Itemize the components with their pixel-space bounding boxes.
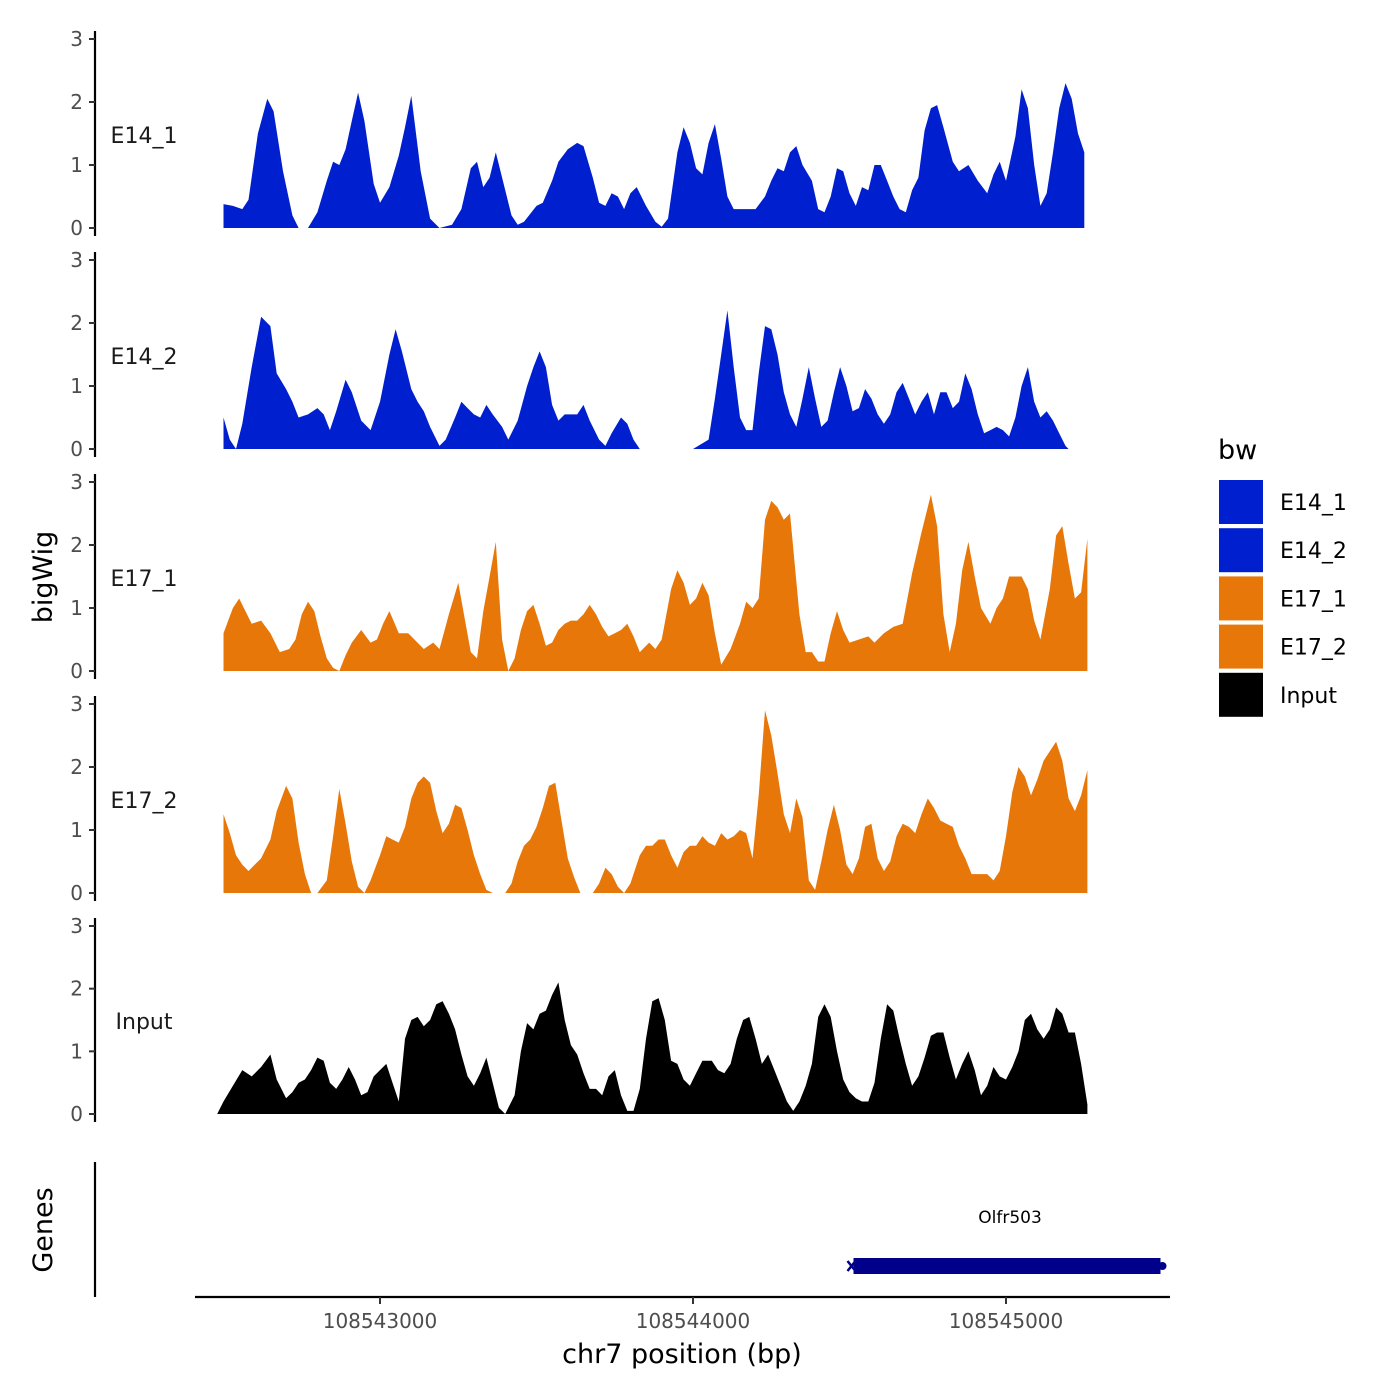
- y-tick-label: 0: [70, 881, 83, 905]
- gene-start-marker: [846, 1260, 857, 1272]
- y-tick-label: 2: [70, 533, 83, 557]
- y-tick-label: 2: [70, 311, 83, 335]
- legend-swatch: [1219, 624, 1263, 669]
- gene-label: Olfr503: [978, 1208, 1042, 1228]
- x-tick-label: 108543000: [323, 1309, 438, 1333]
- track-e14-1: 0 1 2 3 E14_1: [70, 27, 1085, 240]
- y-tick-label: 3: [70, 692, 83, 716]
- y-tick-label: 3: [70, 470, 83, 494]
- legend-entry-e14-1: E14_1: [1219, 480, 1347, 524]
- track-input: 0 1 2 3 Input: [70, 914, 1088, 1126]
- legend-swatch: [1219, 480, 1263, 524]
- legend-label: E17_1: [1280, 587, 1347, 612]
- legend-entry-input: Input: [1219, 672, 1337, 717]
- y-axis-title: bigWig: [28, 531, 59, 624]
- track-label: Input: [116, 1010, 173, 1035]
- legend-label: E14_1: [1280, 491, 1347, 516]
- legend-label: E17_2: [1280, 636, 1347, 661]
- y-tick-label: 1: [70, 596, 83, 620]
- gene-end-marker: [1158, 1262, 1167, 1270]
- y-tick-label: 1: [70, 1039, 83, 1063]
- legend-entry-e17-1: E17_1: [1219, 576, 1347, 621]
- genes-track: Olfr503: [93, 1162, 1167, 1297]
- coverage-area-e14-1: [223, 83, 1085, 228]
- legend-title: bw: [1218, 435, 1257, 466]
- coverage-area-e14-2: [223, 310, 1069, 449]
- legend-label: E14_2: [1280, 539, 1347, 564]
- track-e17-1: 0 1 2 3 E17_1: [70, 470, 1088, 683]
- y-tick-label: 0: [70, 659, 83, 683]
- y-tick-label: 0: [70, 437, 83, 461]
- gene-body: [853, 1258, 1161, 1274]
- legend-label: Input: [1280, 684, 1337, 709]
- x-axis-title: chr7 position (bp): [562, 1339, 802, 1370]
- y-tick-label: 2: [70, 977, 83, 1001]
- y-tick-label: 2: [70, 90, 83, 114]
- track-label: E17_1: [111, 567, 178, 592]
- y-tick-label: 1: [70, 153, 83, 177]
- track-label: E14_2: [111, 345, 178, 370]
- legend-entry-e14-2: E14_2: [1219, 528, 1347, 573]
- track-label: E14_1: [111, 124, 178, 149]
- coverage-area-e17-2: [223, 710, 1088, 893]
- legend-swatch: [1219, 672, 1263, 717]
- x-tick-label: 108545000: [949, 1309, 1064, 1333]
- genes-track-title: Genes: [28, 1187, 59, 1272]
- track-e17-2: 0 1 2 3 E17_2: [70, 692, 1088, 905]
- coverage-area-e17-1: [223, 494, 1088, 671]
- legend-swatch: [1219, 576, 1263, 621]
- y-tick-label: 0: [70, 216, 83, 240]
- legend-swatch: [1219, 528, 1263, 573]
- y-tick-label: 2: [70, 755, 83, 779]
- signal-tracks: 0 1 2 3 E14_1 0 1 2 3 E14_2 0 1 2 3 E17_1 0 1 2 3 E17_2 0 1 2 3…: [70, 27, 1088, 1126]
- legend-entry-e17-2: E17_2: [1219, 624, 1347, 669]
- legend: bw E14_1 E14_2 E17_1 E17_2 Input: [1218, 435, 1347, 717]
- track-label: E17_2: [111, 789, 178, 814]
- y-tick-label: 3: [70, 248, 83, 272]
- coverage-area-input: [217, 982, 1088, 1114]
- track-e14-2: 0 1 2 3 E14_2: [70, 248, 1069, 461]
- x-axis: 108543000 108544000 108545000: [195, 1295, 1170, 1333]
- y-tick-label: 1: [70, 374, 83, 398]
- y-tick-label: 3: [70, 27, 83, 51]
- x-tick-label: 108544000: [636, 1309, 751, 1333]
- y-tick-label: 3: [70, 914, 83, 938]
- y-tick-label: 0: [70, 1102, 83, 1126]
- y-tick-label: 1: [70, 818, 83, 842]
- gene-olfr503: Olfr503: [846, 1208, 1167, 1274]
